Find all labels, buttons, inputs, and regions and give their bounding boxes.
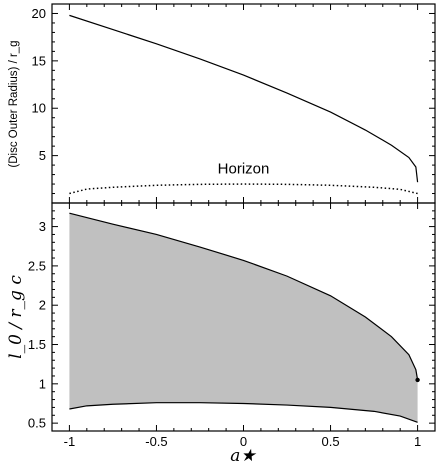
endpoint-marker xyxy=(415,377,420,383)
lower-bound-curve xyxy=(69,402,418,423)
disc-outer-radius-curve xyxy=(69,14,419,183)
x-axis-label: a★ xyxy=(230,446,257,466)
bottom-y-axis-label: l_0 / r_g c xyxy=(6,275,26,359)
y-tick-label: 1 xyxy=(39,376,46,391)
y-tick-label: 1.5 xyxy=(28,337,46,352)
x-tick-label: 0 xyxy=(240,434,247,449)
x-tick-label: -1 xyxy=(64,434,76,449)
horizon-annotation: Horizon xyxy=(218,161,270,178)
x-tick-label: 1 xyxy=(414,434,421,449)
y-tick-label: 5 xyxy=(39,148,46,163)
top-y-axis-label: (Disc Outer Radius) / r_g xyxy=(8,40,20,167)
y-tick-label: 2 xyxy=(39,298,46,313)
y-tick-label: 10 xyxy=(32,101,46,116)
x-tick-label: 0.5 xyxy=(322,434,340,449)
top-panel: 5 10 15 20 Horizon (Disc Outer Radius) / r_… xyxy=(8,3,436,204)
bottom-panel-frame xyxy=(51,202,436,432)
y-tick-label: 15 xyxy=(32,53,46,68)
y-tick-label: 20 xyxy=(32,6,46,21)
allowed-region-fill xyxy=(69,213,418,423)
upper-bound-curve xyxy=(69,212,419,381)
x-tick-label: -0.5 xyxy=(145,434,167,449)
horizon-curve xyxy=(69,183,418,195)
y-tick-label: 0.5 xyxy=(28,416,46,431)
bottom-panel: 0.5 1 1.5 2 2.5 3 -1 -0.5 0 0.5 1 l_0 / r_g c a★ xyxy=(6,202,436,466)
y-tick-label: 3 xyxy=(39,219,46,234)
y-tick-label: 2.5 xyxy=(28,258,46,273)
